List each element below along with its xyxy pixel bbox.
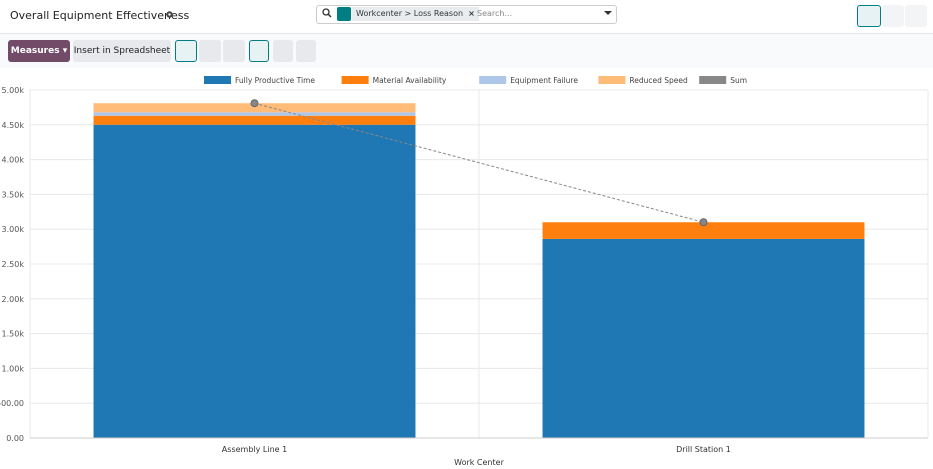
measures-button[interactable]: Measures ▾	[8, 40, 70, 62]
facet-separator: >	[404, 9, 412, 18]
x-axis-label: Work Center	[454, 458, 504, 467]
legend-label: Fully Productive Time	[235, 76, 315, 85]
bar-segment	[93, 124, 416, 439]
ascending-button[interactable]	[296, 40, 316, 62]
y-tick-label: 4.00k	[2, 156, 25, 165]
graph-view-button[interactable]	[857, 5, 881, 27]
x-tick-label: Assembly Line 1	[222, 445, 287, 454]
legend-label: Equipment Failure	[510, 76, 578, 85]
pie-chart-button[interactable]	[223, 40, 245, 62]
dropdown-toggle[interactable]	[604, 11, 612, 16]
facet-remove[interactable]: ×	[468, 9, 475, 18]
legend-swatch	[598, 76, 626, 84]
measures-label: Measures	[10, 46, 60, 56]
facet-icon	[337, 7, 351, 21]
x-tick-label: Drill Station 1	[676, 445, 731, 454]
bar-segment	[542, 222, 865, 239]
legend-label: Reduced Speed	[629, 76, 688, 85]
legend-swatch	[341, 76, 369, 84]
facet-value: Workcenter	[356, 9, 402, 18]
sum-point	[250, 99, 259, 108]
y-tick-label: 0.00	[6, 434, 24, 443]
bar-segment	[93, 112, 416, 116]
line-chart-button[interactable]	[199, 40, 221, 62]
legend-swatch	[699, 76, 727, 84]
sum-point	[699, 218, 708, 227]
y-tick-label: 2.00k	[2, 295, 25, 304]
search-input[interactable]: Search...	[477, 9, 513, 18]
sum-line	[254, 102, 704, 223]
legend-label: Sum	[730, 76, 747, 85]
gear-icon[interactable]	[165, 10, 174, 19]
y-tick-label: 4.50k	[2, 121, 25, 130]
search-icon	[322, 8, 332, 18]
insert-spreadsheet-button[interactable]: Insert in Spreadsheet	[73, 40, 171, 62]
legend-label: Material Availability	[373, 76, 447, 85]
y-tick-label: 1.00k	[2, 364, 25, 373]
bar-segment	[93, 103, 416, 113]
bar-chart-button[interactable]	[175, 40, 197, 62]
y-tick-label: 500.00	[0, 399, 24, 408]
legend-swatch	[479, 76, 507, 84]
bar-segment	[542, 238, 865, 438]
descending-button[interactable]	[273, 40, 293, 62]
legend-swatch	[204, 76, 231, 84]
y-tick-label: 3.00k	[2, 225, 25, 234]
page-title: Overall Equipment Effectiveness	[10, 9, 190, 22]
pivot-view-button[interactable]	[882, 5, 904, 27]
list-view-button[interactable]	[905, 5, 927, 27]
y-tick-label: 1.50k	[2, 330, 25, 339]
stacked-button[interactable]	[249, 40, 269, 62]
bar-segment	[93, 115, 416, 125]
y-tick-label: 5.00k	[2, 86, 25, 95]
facet: Workcenter > Loss Reason ×	[352, 7, 479, 21]
facet-value: Loss Reason	[413, 9, 464, 18]
search-box[interactable]	[316, 5, 617, 24]
y-tick-label: 3.50k	[2, 190, 25, 199]
y-tick-label: 2.50k	[2, 260, 25, 269]
